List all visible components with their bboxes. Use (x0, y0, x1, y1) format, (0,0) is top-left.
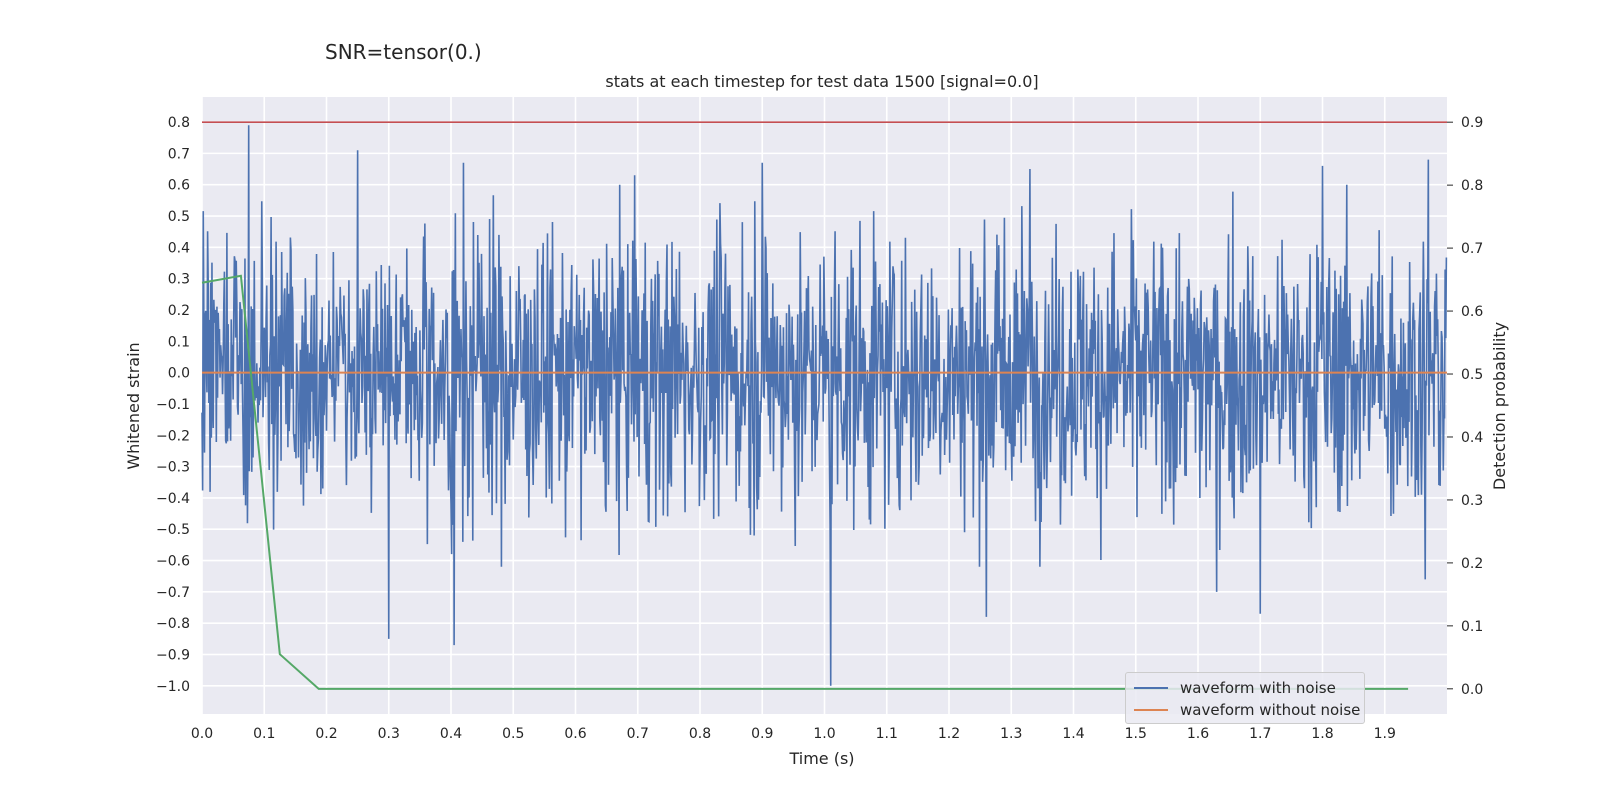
x-tick-label: 0.6 (564, 726, 586, 742)
y-tick-label: 0.3 (168, 272, 190, 288)
legend-label-clean: waveform without noise (1180, 701, 1361, 719)
right-tick-label: 0.4 (1461, 430, 1483, 446)
y-tick-label: −1.0 (156, 679, 190, 695)
x-axis-ticks: 0.0 0.1 0.2 0.3 0.4 0.5 0.6 0.7 0.8 0.9 1.0 1.1 1.2 1… (191, 726, 1396, 742)
x-tick-label: 0.9 (751, 726, 773, 742)
y-tick-label: −0.9 (156, 647, 190, 663)
y-axis-label: Whitened strain (124, 342, 143, 469)
legend-label-noisy: waveform with noise (1180, 679, 1336, 697)
right-tick-label: 0.0 (1461, 682, 1483, 698)
x-tick-label: 0.1 (253, 726, 275, 742)
right-tick-label: 0.8 (1461, 178, 1483, 194)
x-tick-label: 0.0 (191, 726, 213, 742)
series-waveform-with-noise (201, 125, 1448, 686)
x-tick-label: 1.1 (876, 726, 898, 742)
x-tick-label: 1.2 (938, 726, 960, 742)
right-tick-label: 0.5 (1461, 367, 1483, 383)
right-tick-label: 0.6 (1461, 304, 1483, 320)
y-tick-label: 0.4 (168, 240, 190, 256)
x-tick-label: 1.7 (1249, 726, 1271, 742)
y-tick-label: 0.5 (168, 209, 190, 225)
legend-entry-clean: waveform without noise (1134, 700, 1360, 720)
y-tick-label: −0.1 (156, 397, 190, 413)
chart-title: stats at each timestep for test data 150… (605, 72, 1038, 91)
y-tick-label: −0.4 (156, 491, 190, 507)
x-tick-label: 0.8 (689, 726, 711, 742)
right-tick-label: 0.3 (1461, 493, 1483, 509)
x-tick-label: 0.7 (627, 726, 649, 742)
x-tick-label: 1.8 (1311, 726, 1333, 742)
left-axis-ticks: 0.8 0.7 0.6 0.5 0.4 0.3 0.2 0.1 0.0 −0.1 −0.2 −0.3 −… (156, 115, 190, 695)
x-tick-label: 1.9 (1374, 726, 1396, 742)
y-tick-label: −0.2 (156, 428, 190, 444)
y-tick-label: −0.6 (156, 554, 190, 570)
y-tick-label: −0.3 (156, 460, 190, 476)
y-tick-label: −0.8 (156, 616, 190, 632)
figure-suptitle: SNR=tensor(0.) (325, 40, 482, 64)
y-tick-label: 0.6 (168, 178, 190, 194)
x-tick-label: 0.4 (440, 726, 462, 742)
legend-swatch-noisy (1134, 687, 1168, 689)
x-tick-label: 0.3 (378, 726, 400, 742)
chart-legend: waveform with noise waveform without noi… (1125, 672, 1365, 724)
x-tick-label: 1.6 (1187, 726, 1209, 742)
x-tick-label: 1.4 (1062, 726, 1084, 742)
y-tick-label: 0.1 (168, 334, 190, 350)
x-tick-label: 1.5 (1125, 726, 1147, 742)
x-tick-label: 1.0 (813, 726, 835, 742)
legend-entry-noisy: waveform with noise (1134, 678, 1336, 698)
right-tick-label: 0.2 (1461, 556, 1483, 572)
legend-swatch-clean (1134, 709, 1168, 711)
right-axis-label: Detection probability (1490, 322, 1509, 490)
y-tick-label: −0.7 (156, 585, 190, 601)
y-tick-label: 0.0 (168, 366, 190, 382)
y-tick-label: 0.2 (168, 303, 190, 319)
right-tick-label: 0.9 (1461, 115, 1483, 131)
x-tick-label: 0.2 (315, 726, 337, 742)
right-tick-label: 0.1 (1461, 619, 1483, 635)
y-tick-label: 0.7 (168, 146, 190, 162)
grid-lines (201, 97, 1447, 714)
y-tick-label: −0.5 (156, 522, 190, 538)
x-axis-label: Time (s) (788, 749, 854, 768)
x-tick-label: 1.3 (1000, 726, 1022, 742)
y-tick-label: 0.8 (168, 115, 190, 131)
right-axis-ticks: 0.9 0.8 0.7 0.6 0.5 0.4 0.3 0.2 0.1 0.0 (1447, 115, 1483, 698)
x-tick-label: 0.5 (502, 726, 524, 742)
right-tick-label: 0.7 (1461, 241, 1483, 257)
